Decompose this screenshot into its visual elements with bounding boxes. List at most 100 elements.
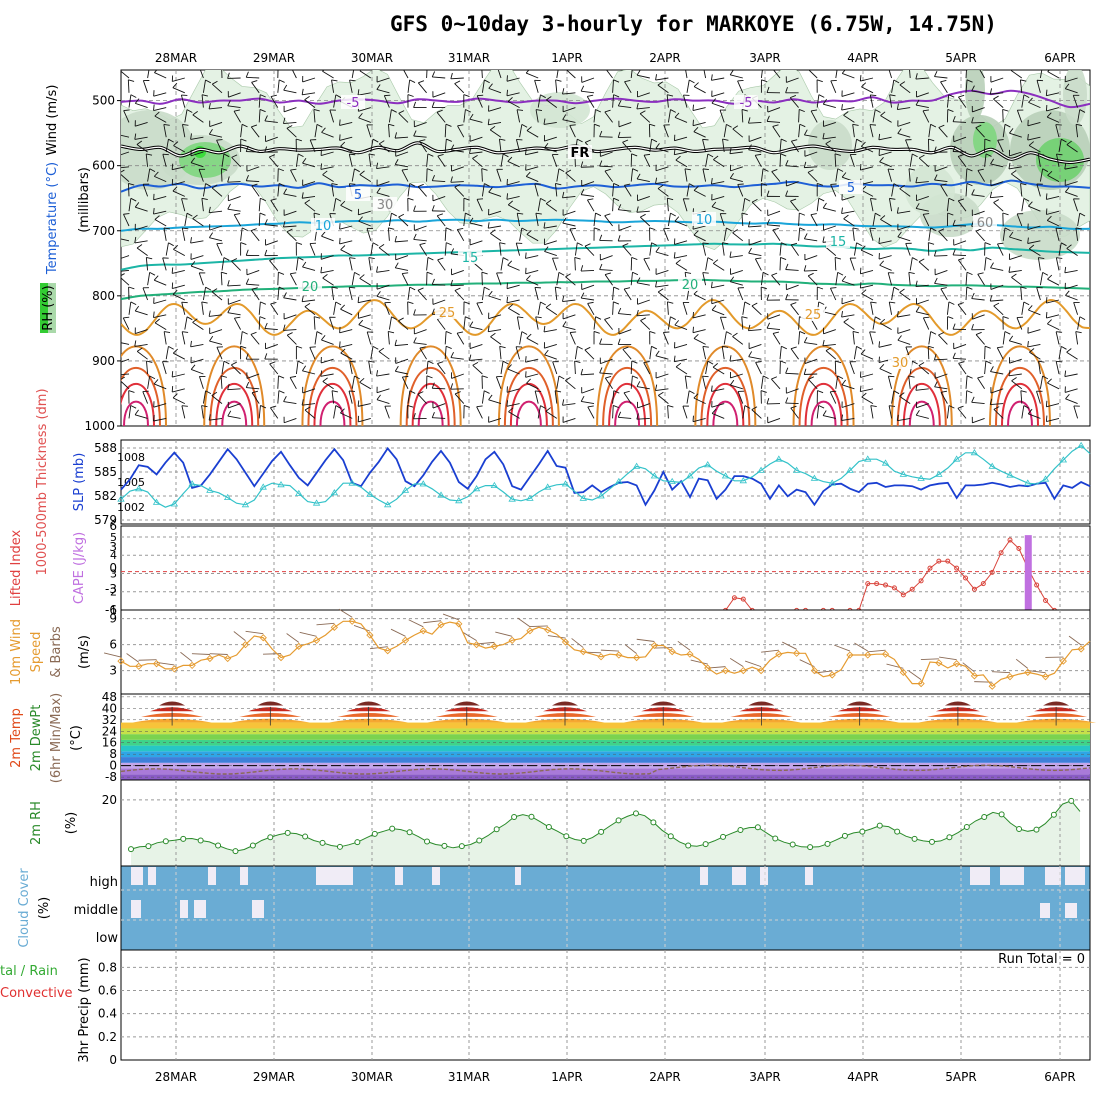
wind-barb: [153, 107, 167, 111]
wind-barb-feather: [304, 303, 311, 307]
wind-barb-feather: [897, 231, 902, 238]
wind-barb-feather: [692, 326, 694, 333]
wind-barb: [748, 252, 762, 257]
wind-barb: [666, 301, 669, 315]
wind-barb-feather: [958, 154, 965, 157]
wind-barb-feather: [208, 310, 211, 317]
wind-barb: [228, 299, 241, 305]
wind-barb-feather: [436, 109, 443, 113]
wind-barb-feather: [799, 108, 805, 113]
wind-barb: [123, 110, 130, 123]
wind-barb-feather: [771, 169, 778, 173]
wind-barb: [662, 332, 669, 345]
wind-barb: [413, 238, 427, 242]
rh2m-marker: [632, 810, 639, 817]
wind-barb: [450, 181, 464, 183]
wind-barb: [971, 401, 985, 405]
wind-barb-feather: [241, 123, 248, 128]
wind-barb: [637, 92, 650, 98]
wind-barb: [320, 373, 334, 377]
temp-hot-band: [355, 701, 382, 706]
wind-speed-marker: [864, 651, 872, 659]
wind-barb: [507, 101, 520, 108]
wind-barb: [940, 81, 948, 94]
wind-barb: [481, 183, 485, 197]
wind-barb-feather: [1011, 273, 1017, 278]
rh2m-marker: [389, 825, 396, 832]
top-date-label: 28MAR: [155, 51, 197, 65]
wind-barb: [618, 105, 632, 109]
wind-speed-line: [120, 620, 1091, 688]
thickness-marker: [241, 501, 250, 508]
wind-barb-feather: [331, 79, 338, 82]
wind-barb: [853, 242, 857, 256]
y-tick-label: 0.4: [98, 1007, 117, 1021]
bottom-date-label: 30MAR: [351, 1070, 393, 1084]
rh2m-marker: [302, 833, 309, 840]
wind-barb-feather: [409, 183, 416, 187]
wind-barb: [135, 310, 148, 316]
wind-barb: [432, 299, 446, 305]
wind-barb: [779, 139, 782, 153]
wind-barb-feather: [948, 197, 955, 202]
wind-barb-feather: [617, 131, 621, 138]
wind-barb: [1068, 635, 1082, 646]
wind-barb: [1046, 210, 1060, 215]
wind-barb: [823, 415, 836, 419]
wind-barb-feather: [674, 216, 680, 222]
wind-barb: [378, 351, 390, 360]
wind-speed-marker: [1059, 657, 1067, 665]
wind-barb-feather: [726, 331, 732, 335]
y-tick-label: 0: [109, 561, 117, 575]
wind-barb: [825, 143, 837, 153]
temp-color-band: [121, 751, 1090, 758]
wind-barb: [469, 343, 483, 350]
wind-barb: [835, 272, 839, 286]
wind-barb-feather: [192, 110, 198, 116]
boundary-layer-contour: [319, 400, 346, 426]
wind-barb-feather: [636, 206, 639, 213]
wind-speed-marker: [437, 621, 445, 629]
wind-barb: [741, 109, 744, 123]
wind-barb: [1016, 213, 1023, 227]
wind-barb-feather: [446, 138, 452, 142]
wind-barb-feather: [121, 273, 125, 277]
wind-barb: [899, 395, 911, 404]
wind-barb: [655, 373, 669, 379]
y-tick-label: 588: [94, 441, 117, 455]
wind-barb: [388, 124, 390, 138]
wind-barb: [450, 77, 464, 80]
wind-barb: [1008, 269, 1022, 273]
wind-barb: [423, 620, 442, 624]
wind-barb-feather: [599, 160, 603, 167]
wind-barb: [636, 417, 650, 420]
wind-barb: [990, 92, 1004, 95]
boundary-layer-contour: [608, 383, 647, 426]
wind-barb: [816, 405, 820, 419]
cloud-high-bar: [131, 867, 143, 885]
wind-barb: [593, 109, 596, 123]
wind-barb-feather: [599, 234, 603, 241]
wind-barb: [878, 136, 892, 141]
wind-barb: [1027, 136, 1041, 141]
wind-barb: [264, 120, 278, 123]
wind-barb-feather: [975, 331, 982, 335]
wind-barb-feather: [128, 182, 135, 186]
wind-barb: [339, 121, 353, 126]
wind-barb: [246, 373, 260, 379]
wind-barb: [916, 311, 929, 316]
wind-barb: [860, 373, 874, 378]
wind-barb: [719, 317, 725, 330]
wind-barb-feather: [1075, 123, 1083, 126]
wind-barb-feather: [729, 251, 732, 258]
cloud-high-bar: [1045, 867, 1061, 885]
wind-barb: [147, 272, 151, 286]
wind-barb: [209, 340, 223, 345]
wind-speed-marker: [277, 653, 285, 662]
wind-barb: [637, 74, 650, 79]
wind-barb: [655, 166, 669, 172]
wind-barb: [843, 321, 855, 330]
wind-barb: [556, 272, 560, 286]
wind-barb: [321, 358, 334, 364]
wind-barb: [655, 181, 669, 185]
